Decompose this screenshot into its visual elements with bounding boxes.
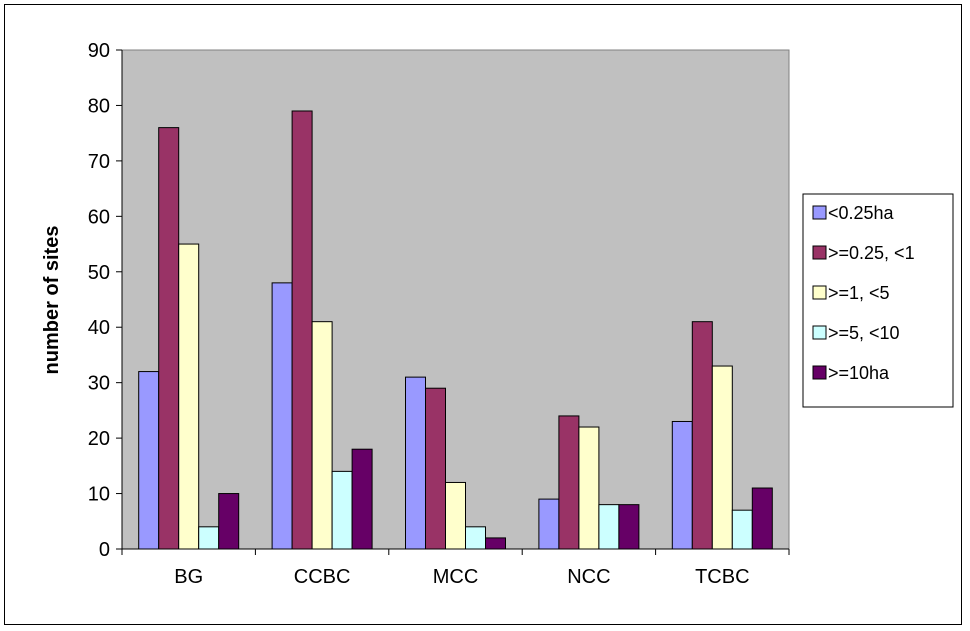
legend-label: >=5, <10 <box>828 323 900 343</box>
legend-label: >=0.25, <1 <box>828 243 915 263</box>
x-tick-label: BG <box>174 566 203 588</box>
y-tick-label: 10 <box>88 484 110 506</box>
y-axis-title: number of sites <box>41 226 63 375</box>
bar-tcbc-series-4 <box>731 509 753 550</box>
bar-bg-series-2 <box>158 127 180 550</box>
y-tick-label: 90 <box>88 40 110 62</box>
bar-ncc-series-2 <box>558 415 580 550</box>
bar-tcbc-series-2 <box>691 321 713 550</box>
y-tick-label: 20 <box>88 428 110 450</box>
bar-ccbc-series-1 <box>271 282 293 550</box>
legend-box <box>802 193 954 408</box>
y-tick-label: 0 <box>99 539 110 561</box>
bar-ncc-series-5 <box>618 504 640 550</box>
legend-swatch <box>812 285 827 300</box>
bar-tcbc-series-5 <box>751 487 773 550</box>
y-tick-label: 70 <box>88 151 110 173</box>
y-tick-label: 60 <box>88 206 110 228</box>
y-tick-label: 40 <box>88 317 110 339</box>
y-tick-label: 50 <box>88 262 110 284</box>
bar-ncc-series-1 <box>538 498 560 550</box>
bar-ccbc-series-3 <box>311 321 333 550</box>
bar-ncc-series-3 <box>578 426 600 550</box>
legend-swatch <box>812 205 827 220</box>
y-tick-labels: 0 10 20 30 40 50 60 70 80 90 <box>88 40 110 561</box>
legend: <0.25ha >=0.25, <1 >=1, <5 >=5, <10 >=10ha <box>802 193 954 408</box>
bar-bg-series-1 <box>138 371 160 550</box>
y-tick-label: 80 <box>88 95 110 117</box>
bar-bg-series-5 <box>218 493 240 550</box>
bar-mcc-series-5 <box>485 537 506 550</box>
y-tick-label: 30 <box>88 373 110 395</box>
bar-mcc-series-4 <box>465 526 486 550</box>
x-tick-label: NCC <box>567 566 610 588</box>
axes-group <box>116 49 790 555</box>
bar-mcc-series-3 <box>445 481 466 550</box>
bar-ccbc-series-4 <box>331 470 353 550</box>
x-tick-labels: BG CCBC MCC NCC TCBC <box>174 566 749 588</box>
legend-label: >=10ha <box>828 363 890 383</box>
x-tick-label: MCC <box>433 566 479 588</box>
bar-mcc-series-2 <box>425 387 446 550</box>
bar-tcbc-series-3 <box>711 365 733 550</box>
legend-swatch <box>812 325 827 340</box>
legend-label: <0.25ha <box>828 203 895 223</box>
bar-bg-series-4 <box>198 526 220 550</box>
bar-bg-series-3 <box>178 243 200 550</box>
legend-label: >=1, <5 <box>828 283 890 303</box>
bar-ccbc-series-5 <box>351 448 373 550</box>
x-tick-label: TCBC <box>695 566 749 588</box>
bar-ncc-series-4 <box>598 504 620 550</box>
legend-swatch <box>812 245 827 260</box>
bars-group <box>138 110 773 550</box>
legend-swatch <box>812 365 827 380</box>
bar-mcc-series-1 <box>405 376 426 550</box>
x-tick-label: CCBC <box>294 566 351 588</box>
bar-ccbc-series-2 <box>291 110 313 550</box>
bar-tcbc-series-1 <box>671 420 693 550</box>
